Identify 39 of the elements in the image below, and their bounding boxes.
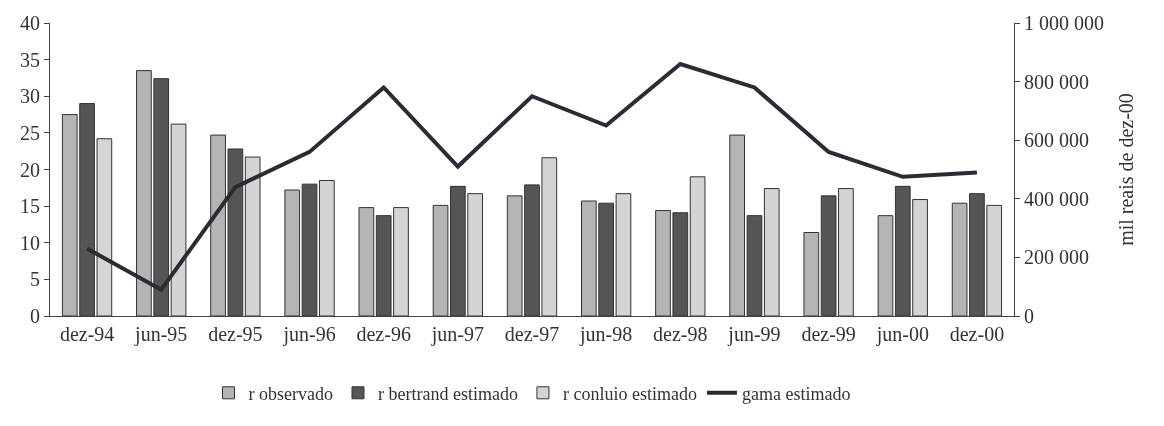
bar bbox=[803, 232, 820, 316]
y-tick-label: 10 bbox=[20, 231, 40, 254]
y-tick-label: 30 bbox=[20, 85, 40, 108]
y-tick-label: 25 bbox=[20, 121, 40, 144]
x-tick-label: dez-99 bbox=[801, 323, 856, 345]
x-tick-label: dez-94 bbox=[59, 323, 115, 345]
x-tick-label: jun-97 bbox=[430, 323, 484, 346]
y-tick-label: 15 bbox=[20, 195, 40, 218]
legend-label: r bertrand estimado bbox=[377, 383, 518, 404]
y-tick-label: 20 bbox=[20, 158, 40, 181]
y2-tick-label: 1 000 000 bbox=[1024, 12, 1104, 34]
y2-tick-label: 400 000 bbox=[1024, 187, 1089, 210]
y-tick-label: 40 bbox=[20, 12, 40, 34]
y2-tick-label: 200 000 bbox=[1024, 246, 1089, 269]
x-tick-label: dez-00 bbox=[949, 323, 1005, 345]
x-tick-label: dez-96 bbox=[356, 323, 411, 345]
y2-tick-label: 0 bbox=[1024, 305, 1034, 327]
bar bbox=[358, 207, 375, 316]
x-tick-label: jun-00 bbox=[875, 323, 929, 346]
legend-label: r observado bbox=[248, 383, 333, 404]
x-tick-label: jun-98 bbox=[579, 323, 633, 346]
bar bbox=[763, 188, 780, 316]
bar bbox=[877, 215, 894, 316]
legend-label: gama estimado bbox=[741, 383, 851, 404]
legend-label: r conluio estimado bbox=[562, 383, 697, 404]
x-tick-label: dez-98 bbox=[653, 323, 708, 345]
x-tick-label: dez-95 bbox=[208, 323, 263, 345]
bar bbox=[689, 176, 706, 316]
y-tick-label: 35 bbox=[20, 48, 40, 71]
x-tick-label: jun-95 bbox=[134, 323, 188, 346]
x-tick-label: jun-96 bbox=[282, 323, 336, 346]
x-tick-label: dez-97 bbox=[504, 323, 560, 345]
y2-tick-label: 800 000 bbox=[1024, 70, 1089, 93]
y-tick-label: 5 bbox=[30, 268, 40, 291]
y2-tick-label: 600 000 bbox=[1024, 129, 1089, 152]
y2-axis-title: mil reais de dez-00 bbox=[1114, 93, 1137, 246]
y-tick-label: 0 bbox=[30, 305, 40, 327]
x-tick-label: jun-99 bbox=[727, 323, 781, 346]
bar bbox=[284, 189, 301, 316]
